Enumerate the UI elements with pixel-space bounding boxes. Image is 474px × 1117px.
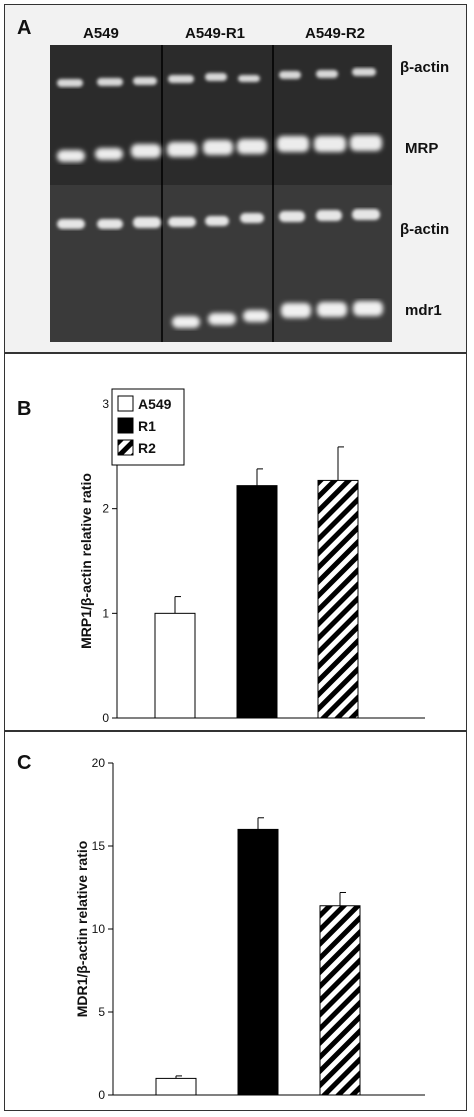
band-row-beta-actin-1 (57, 68, 376, 87)
y-tick-label: 5 (98, 1005, 105, 1019)
bar-a549 (154, 612, 196, 719)
chart-c: 0 5 10 15 20 MDR1/β-actin relative ratio (74, 756, 425, 1102)
legend-swatch-r1 (117, 417, 134, 434)
group-label-a549-r1: A549-R1 (185, 25, 246, 42)
band-label-mrp: MRP (405, 140, 439, 157)
y-tick-label: 3 (102, 397, 109, 411)
band-label-mdr1: mdr1 (405, 302, 442, 319)
panel-a-letter: A (17, 17, 32, 39)
panel-c: C 0 5 10 15 20 MDR1/β-actin relative ratio (4, 731, 467, 1111)
legend-label-r1: R1 (138, 418, 156, 434)
band-row-mrp (57, 135, 382, 162)
bar-r1 (236, 485, 278, 719)
band-label-beta-actin-2: β-actin (400, 221, 450, 238)
band-row-mdr1 (172, 301, 383, 328)
group-label-a549: A549 (83, 25, 119, 42)
y-tick-label: 15 (92, 839, 106, 853)
gel-image (50, 45, 392, 342)
y-axis-label: MDR1/β-actin relative ratio (74, 841, 90, 1018)
panel-b: B 0 1 2 3 MRP1/β-actin relative ratio A549 R1 R… (4, 353, 467, 731)
y-tick-label: 20 (92, 756, 106, 770)
y-tick-label: 0 (102, 711, 109, 725)
panel-a: A A549 A549-R1 A549-R2 (4, 4, 467, 353)
band-label-beta-actin-1: β-actin (400, 59, 450, 76)
panel-c-letter: C (17, 752, 32, 774)
bar-a549 (155, 1077, 197, 1096)
y-tick-label: 10 (92, 922, 106, 936)
legend-label-a549: A549 (138, 396, 172, 412)
bar-r1 (237, 828, 279, 1096)
y-tick-label: 2 (102, 502, 109, 516)
legend-label-r2: R2 (138, 440, 156, 456)
legend-swatch-a549 (117, 395, 134, 412)
legend-swatch-r2 (117, 439, 134, 456)
gel-upper (50, 45, 392, 185)
y-axis-label: MRP1/β-actin relative ratio (78, 473, 94, 649)
y-tick-label: 1 (102, 606, 109, 620)
bar-r2 (319, 905, 361, 1096)
group-label-a549-r2: A549-R2 (305, 25, 366, 42)
band-row-beta-actin-2 (57, 209, 380, 229)
y-tick-label: 0 (98, 1088, 105, 1102)
panel-b-letter: B (17, 398, 32, 420)
bar-r2 (317, 479, 359, 719)
chart-b: 0 1 2 3 MRP1/β-actin relative ratio A549 R1 R2 (78, 388, 425, 725)
